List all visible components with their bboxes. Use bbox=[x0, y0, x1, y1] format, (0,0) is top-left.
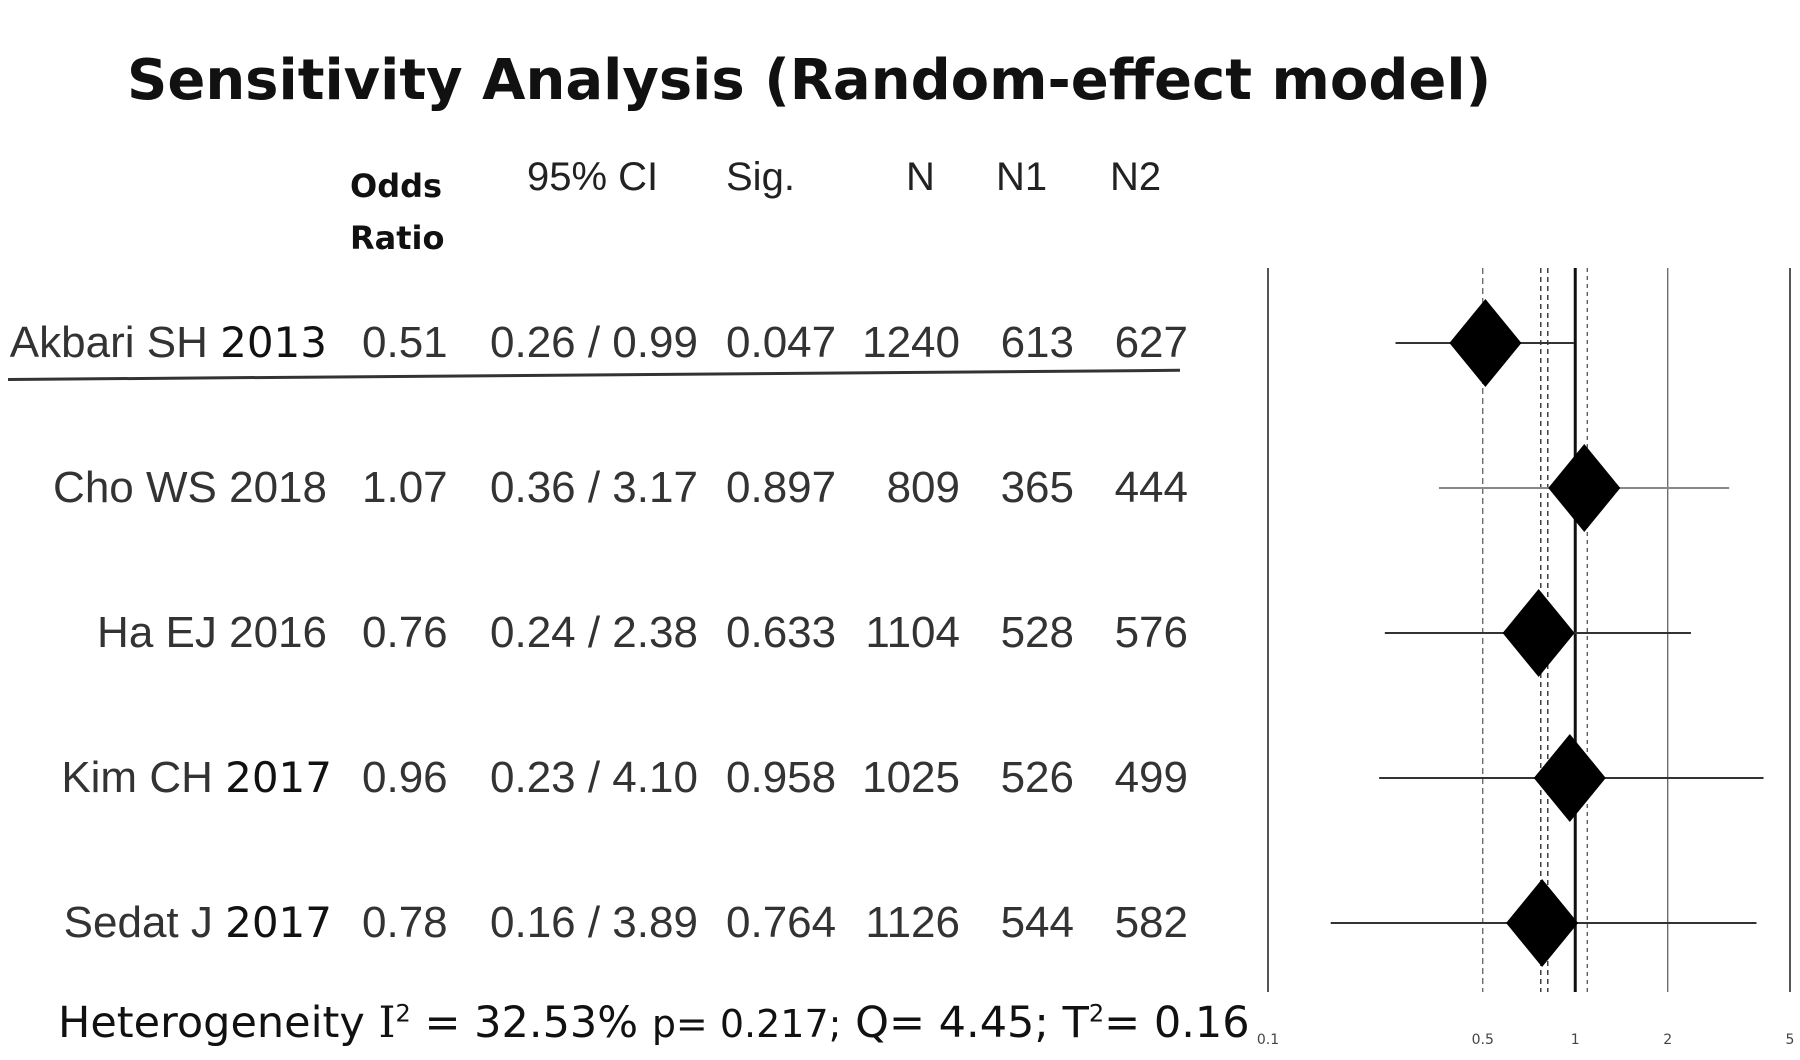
header-odds-line1: Odds bbox=[350, 167, 443, 205]
header-odds-line2: Ratio bbox=[350, 219, 445, 257]
header-n: N bbox=[906, 155, 935, 199]
x-tick-label: 0.1 bbox=[1257, 1032, 1279, 1048]
header-n1: N1 bbox=[996, 155, 1048, 199]
row-2-author: Cho WS bbox=[53, 463, 217, 512]
row-2-sig: 0.897 bbox=[726, 463, 837, 512]
footer-i2-sup: 2 bbox=[395, 999, 411, 1028]
row-3-n: 1104 bbox=[865, 608, 960, 657]
row-1-n2: 627 bbox=[1114, 318, 1188, 367]
row-5-n1: 544 bbox=[1000, 898, 1074, 947]
row-2-or: 1.07 bbox=[362, 463, 448, 512]
footer-t-symbol: T bbox=[1062, 998, 1089, 1048]
header-n2: N2 bbox=[1110, 155, 1162, 199]
row-3-n1: 528 bbox=[1000, 608, 1074, 657]
row-3-study: Ha EJ 2016 bbox=[97, 608, 327, 658]
row-4-study: Kim CH 2017 bbox=[61, 753, 332, 803]
row-5-n2: 582 bbox=[1114, 898, 1188, 947]
row-2-n1: 365 bbox=[1000, 463, 1074, 512]
x-tick-label: 2 bbox=[1663, 1032, 1672, 1048]
row-4-n2: 499 bbox=[1114, 753, 1188, 802]
header-ci: 95% CI bbox=[527, 155, 659, 199]
row-1-author: Akbari SH bbox=[9, 318, 208, 367]
row-5-or: 0.78 bbox=[362, 898, 448, 947]
row-4-n: 1025 bbox=[862, 753, 960, 802]
row-3-n2: 576 bbox=[1114, 608, 1188, 657]
effect-diamond bbox=[1548, 444, 1621, 532]
row-4-year: 2017 bbox=[225, 753, 332, 802]
header-odds-ratio: Odds Ratio bbox=[350, 160, 444, 264]
row-3-year: 2016 bbox=[229, 608, 327, 657]
footer-i2-value: = 32.53% bbox=[424, 998, 639, 1048]
row-3-author: Ha EJ bbox=[97, 608, 217, 657]
footer-t-sup: 2 bbox=[1088, 999, 1105, 1028]
row-1-n1: 613 bbox=[1000, 318, 1074, 367]
effect-diamond bbox=[1449, 299, 1522, 387]
header-sig: Sig. bbox=[726, 155, 795, 199]
row-4-ci: 0.23 / 4.10 bbox=[490, 753, 698, 802]
heterogeneity-footer: Heterogeneity I2 = 32.53% p= 0.217; Q= 4… bbox=[58, 998, 1250, 1048]
footer-t2-value: = 0.16 bbox=[1104, 998, 1250, 1048]
row-1-year: 2013 bbox=[220, 318, 327, 367]
row-5-study: Sedat J 2017 bbox=[64, 898, 332, 948]
row-3-sig: 0.633 bbox=[726, 608, 837, 657]
row-1-n: 1240 bbox=[862, 318, 960, 367]
footer-q-value: Q= 4.45; bbox=[855, 998, 1049, 1048]
row-5-author: Sedat J bbox=[63, 898, 213, 947]
row-2-n: 809 bbox=[886, 463, 960, 512]
row-4-n1: 526 bbox=[1000, 753, 1074, 802]
row-2-ci: 0.36 / 3.17 bbox=[490, 463, 698, 512]
row-5-year: 2017 bbox=[225, 898, 332, 947]
row-5-ci: 0.16 / 3.89 bbox=[490, 898, 698, 947]
footer-i2-symbol: I bbox=[378, 998, 396, 1048]
row-3-ci: 0.24 / 2.38 bbox=[490, 608, 698, 657]
row-5-n: 1126 bbox=[865, 898, 960, 947]
row-4-sig: 0.958 bbox=[726, 753, 837, 802]
row-1-or: 0.51 bbox=[362, 318, 448, 367]
row-4-author: Kim CH bbox=[61, 753, 213, 802]
row-1-ci: 0.26 / 0.99 bbox=[490, 318, 698, 367]
footer-label: Heterogeneity bbox=[58, 998, 365, 1048]
x-tick-label: 0.5 bbox=[1472, 1032, 1494, 1048]
row-2-n2: 444 bbox=[1114, 463, 1188, 512]
effect-diamond bbox=[1533, 734, 1606, 822]
x-tick-label: 1 bbox=[1571, 1032, 1580, 1048]
footer-p-value: p= 0.217; bbox=[651, 1002, 842, 1046]
effect-diamond bbox=[1506, 879, 1579, 967]
row-1-sig: 0.047 bbox=[726, 318, 837, 367]
row-3-or: 0.76 bbox=[362, 608, 448, 657]
row-4-or: 0.96 bbox=[362, 753, 448, 802]
row-2-year: 2018 bbox=[229, 463, 327, 512]
row-5-sig: 0.764 bbox=[726, 898, 837, 947]
row-2-study: Cho WS 2018 bbox=[53, 463, 327, 513]
chart-title: Sensitivity Analysis (Random-effect mode… bbox=[127, 48, 1492, 113]
row-1-study: Akbari SH 2013 bbox=[10, 318, 327, 368]
effect-diamond bbox=[1502, 589, 1575, 677]
x-tick-label: 5 bbox=[1786, 1032, 1795, 1048]
